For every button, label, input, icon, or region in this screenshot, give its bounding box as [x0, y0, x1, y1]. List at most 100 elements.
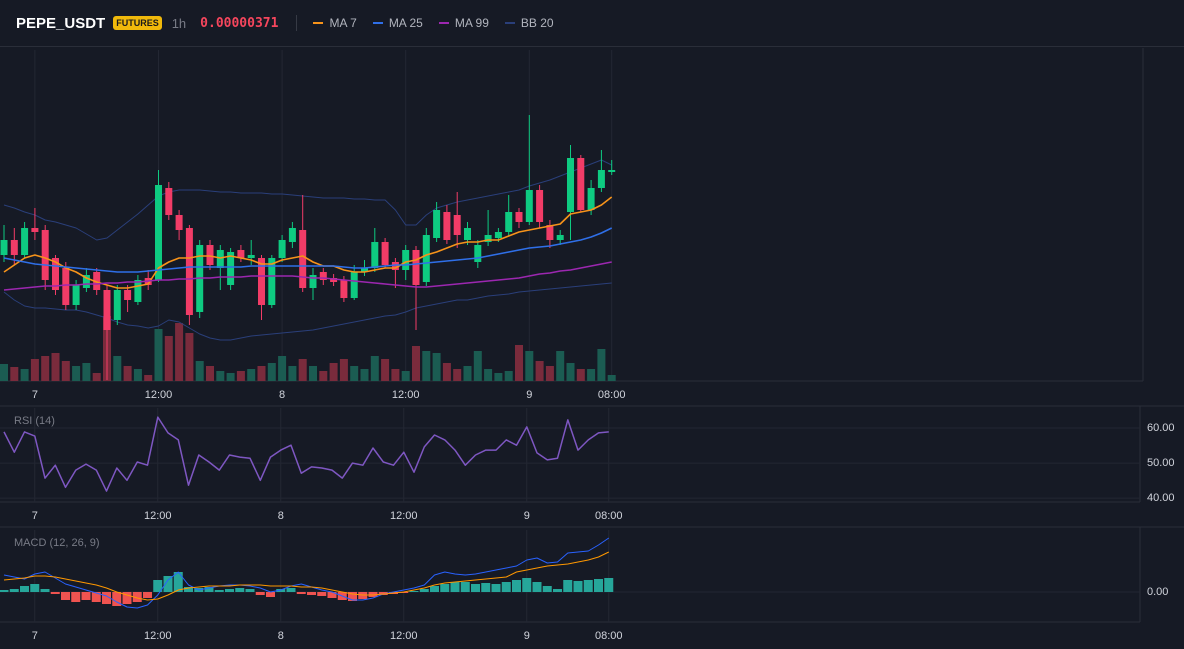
legend-label: MA 7	[329, 16, 357, 30]
volume-bar	[30, 359, 39, 381]
candle-body	[608, 170, 616, 172]
badge: FUTURES	[113, 16, 162, 30]
histogram-bar	[604, 578, 614, 592]
histogram-bar	[225, 589, 234, 592]
y-tick-label: 0.00	[1147, 586, 1168, 598]
volume-bar	[61, 361, 70, 381]
histogram-bar	[204, 587, 214, 592]
volume-bar	[226, 373, 235, 381]
histogram-bar	[481, 583, 491, 592]
candle-body	[402, 250, 410, 270]
candle-body	[484, 235, 492, 242]
candle-body	[247, 255, 255, 258]
candle-body	[453, 215, 461, 235]
x-tick-label: 8	[278, 630, 284, 642]
candle-body	[227, 252, 235, 285]
candle-body	[556, 235, 564, 240]
volume-bar	[41, 356, 50, 381]
histogram-bar	[184, 587, 193, 592]
x-tick-label: 08:00	[595, 510, 623, 522]
histogram-bar	[317, 592, 327, 596]
candle-body	[165, 188, 173, 215]
x-tick-label: 08:00	[595, 630, 623, 642]
band-line	[3, 282, 612, 341]
histogram-bar	[430, 586, 439, 592]
volume-bar	[442, 363, 451, 381]
candle-body	[41, 230, 49, 280]
candle-body	[299, 230, 307, 288]
volume-bar	[494, 373, 503, 381]
histogram-bar	[594, 579, 603, 592]
volume-bar	[0, 364, 8, 381]
volume-bar	[298, 359, 307, 381]
histogram-bar	[440, 584, 450, 592]
candle-body	[124, 290, 132, 300]
candle-body	[371, 242, 379, 268]
histogram-bar	[245, 589, 255, 592]
x-tick-label: 7	[32, 630, 38, 642]
candle-body	[391, 262, 399, 270]
candle-body	[309, 275, 317, 288]
histogram-bar	[20, 586, 29, 592]
histogram-bar	[307, 592, 316, 595]
ma-line	[3, 227, 613, 273]
last-price: 0.00000371	[200, 15, 279, 31]
x-tick-label: 9	[526, 389, 532, 401]
volume-bar	[257, 366, 266, 381]
candle-body	[443, 212, 451, 240]
ma-line	[3, 196, 613, 289]
volume-bar	[422, 351, 431, 381]
histogram-bar	[112, 592, 122, 606]
histogram-bar	[81, 592, 91, 600]
candle-body	[330, 278, 338, 282]
volume-bar	[339, 359, 348, 381]
candle-body	[93, 272, 101, 290]
histogram-bar	[491, 584, 501, 592]
histogram-bar	[501, 582, 511, 592]
macd-line	[3, 551, 610, 601]
rsi-line	[3, 416, 609, 492]
volume-bar	[10, 367, 19, 381]
candle-body	[422, 235, 430, 282]
legend-item: MA 99	[438, 16, 489, 30]
candle-body	[340, 280, 348, 298]
histogram-bar	[50, 592, 60, 594]
legend-label: MA 25	[388, 16, 423, 30]
histogram-bar	[153, 580, 163, 592]
volume-bar	[278, 356, 287, 381]
x-tick-label: 12:00	[390, 510, 418, 522]
volume-bar	[566, 363, 575, 381]
toolbar: PEPE_USDT FUTURES 1h 0.00000371 MA 7 MA …	[0, 0, 1184, 47]
candle-body	[134, 280, 142, 302]
legend-swatch	[438, 22, 449, 24]
y-tick-label: 40.00	[1147, 492, 1175, 504]
symbol: PEPE_USDT	[16, 14, 106, 32]
x-tick-label: 12:00	[390, 630, 418, 642]
volume-bar	[195, 361, 204, 381]
volume-bar	[607, 375, 616, 381]
y-tick-label: 60.00	[1147, 422, 1175, 434]
legend-swatch	[372, 22, 383, 24]
candle-body	[21, 228, 29, 255]
volume-bar	[381, 359, 390, 381]
volume-bar	[597, 349, 606, 381]
candle-body	[52, 258, 59, 290]
histogram-bar	[409, 591, 419, 592]
candle-body	[206, 245, 214, 265]
volume-bar	[247, 369, 256, 381]
legend-label: MA 99	[454, 16, 489, 30]
volume-bar	[319, 371, 328, 381]
histogram-bar	[214, 590, 224, 592]
candle-body	[216, 250, 224, 268]
candle-body	[464, 228, 471, 240]
band-line	[3, 159, 612, 241]
separator	[296, 15, 298, 31]
x-tick-label: 9	[524, 510, 530, 522]
volume-bar	[175, 323, 184, 381]
volume-bar	[72, 366, 81, 381]
x-tick-label: 12:00	[144, 510, 172, 522]
macd-line	[3, 537, 610, 609]
volume-bar	[484, 369, 493, 381]
volume-bar	[288, 366, 297, 381]
